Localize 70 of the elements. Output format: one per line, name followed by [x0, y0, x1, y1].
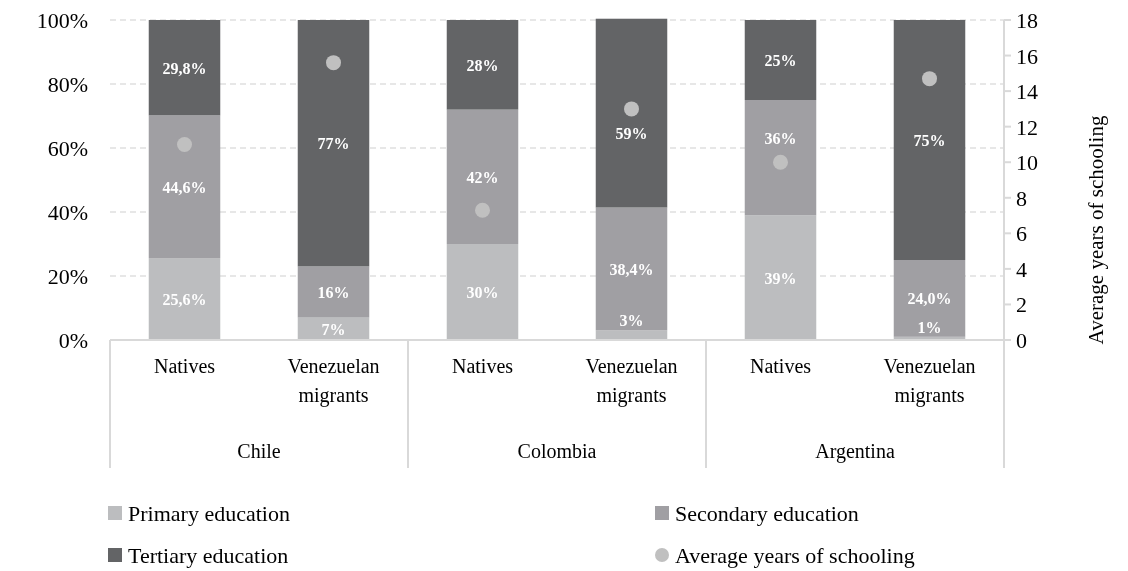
- bar: [744, 215, 817, 340]
- y2-tick-label: 2: [1016, 292, 1027, 318]
- y2-tick-label: 6: [1016, 221, 1027, 247]
- text: Argentina: [815, 440, 895, 463]
- legend-label: Primary education: [128, 501, 290, 526]
- point: [326, 55, 341, 71]
- text: Colombia: [517, 440, 597, 462]
- y2-tick-label: 8: [1016, 185, 1027, 211]
- text: Chile: [237, 440, 281, 462]
- bar: [744, 20, 817, 100]
- bar: [744, 100, 817, 216]
- bar: [595, 18, 668, 208]
- bar: [446, 244, 519, 340]
- point: [922, 71, 937, 87]
- x-tick-label: Venezuelan migrants: [585, 355, 678, 407]
- y-tick-label: 20%: [47, 264, 88, 289]
- bar: [595, 330, 668, 340]
- data-label: 77%: [317, 135, 350, 153]
- y-tick-label: 100%: [36, 8, 88, 33]
- y-tick-label: 60%: [47, 136, 88, 161]
- data-label: 3%: [619, 312, 644, 330]
- y2-tick-label: 0: [1016, 328, 1027, 353]
- data-label: 1%: [917, 318, 942, 336]
- point: [177, 136, 192, 152]
- data-label: 36%: [764, 130, 797, 148]
- bar: [297, 20, 370, 267]
- x-tick-label: Natives: [749, 355, 812, 377]
- y2-tick-label: 18: [1016, 8, 1038, 33]
- data-label: 25,6%: [162, 291, 207, 309]
- y2-tick-label: 14: [1016, 79, 1038, 105]
- data-label: 44,6%: [162, 178, 207, 196]
- data-label: 29,8%: [162, 59, 207, 77]
- data-label: 28%: [466, 56, 499, 74]
- y2-axis-title: Average years of schooling: [1084, 115, 1108, 345]
- data-label: 42%: [466, 168, 499, 186]
- bar: [446, 109, 519, 244]
- bar: [148, 20, 221, 116]
- y2-tick-label: 16: [1016, 43, 1038, 69]
- bar: [148, 115, 221, 259]
- x-tick-label: Natives: [451, 355, 514, 377]
- y-tick-label: 0%: [58, 328, 88, 353]
- bar: [893, 260, 966, 337]
- point: [475, 202, 490, 218]
- bar: [446, 20, 519, 110]
- data-label: 59%: [615, 124, 648, 142]
- data-label: 24,0%: [907, 290, 952, 308]
- data-label: 39%: [764, 269, 797, 287]
- x-tick-label: Venezuelan migrants: [883, 355, 976, 407]
- y-tick-label: 40%: [47, 200, 88, 225]
- legend-label: Secondary education: [675, 501, 859, 526]
- data-label: 7%: [321, 320, 346, 338]
- y-tick-label: 80%: [47, 72, 88, 97]
- legend-label: Average years of schooling: [675, 543, 915, 568]
- legend-label: Tertiary education: [128, 543, 289, 568]
- point: [773, 154, 788, 170]
- x-tick-label: Natives: [153, 355, 216, 377]
- bar: [297, 266, 370, 318]
- data-label: 25%: [764, 52, 797, 69]
- bar: [595, 207, 668, 331]
- data-label: 16%: [317, 284, 350, 301]
- x-tick-label: Venezuelan migrants: [287, 355, 380, 407]
- bar: [148, 258, 221, 340]
- y2-tick-label: 4: [1016, 256, 1027, 282]
- point: [624, 101, 639, 117]
- data-label: 38,4%: [609, 260, 654, 278]
- bar: [893, 20, 966, 260]
- y2-tick-label: 10: [1016, 150, 1038, 176]
- data-label: 30%: [466, 284, 499, 301]
- data-label: 75%: [913, 132, 946, 149]
- y2-tick-label: 12: [1016, 114, 1038, 140]
